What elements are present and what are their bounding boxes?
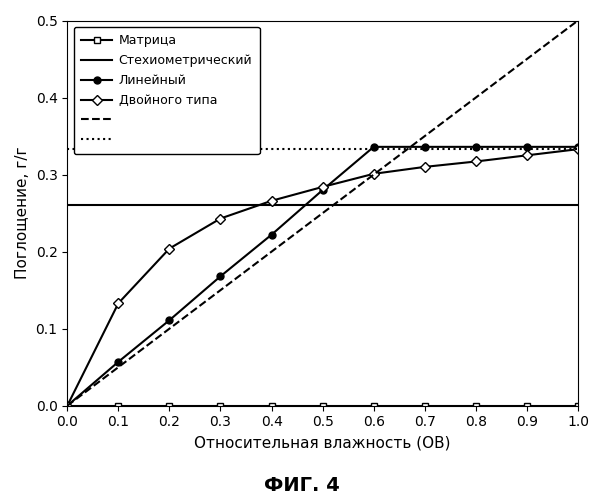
X-axis label: Относительная влажность (ОВ): Относительная влажность (ОВ) bbox=[194, 435, 451, 450]
Text: ФИГ. 4: ФИГ. 4 bbox=[264, 476, 340, 495]
Y-axis label: Поглощение, г/г: Поглощение, г/г bbox=[15, 147, 30, 280]
Legend: Матрица, Стехиометрический, Линейный, Двойного типа, , : Матрица, Стехиометрический, Линейный, Дв… bbox=[74, 26, 260, 154]
